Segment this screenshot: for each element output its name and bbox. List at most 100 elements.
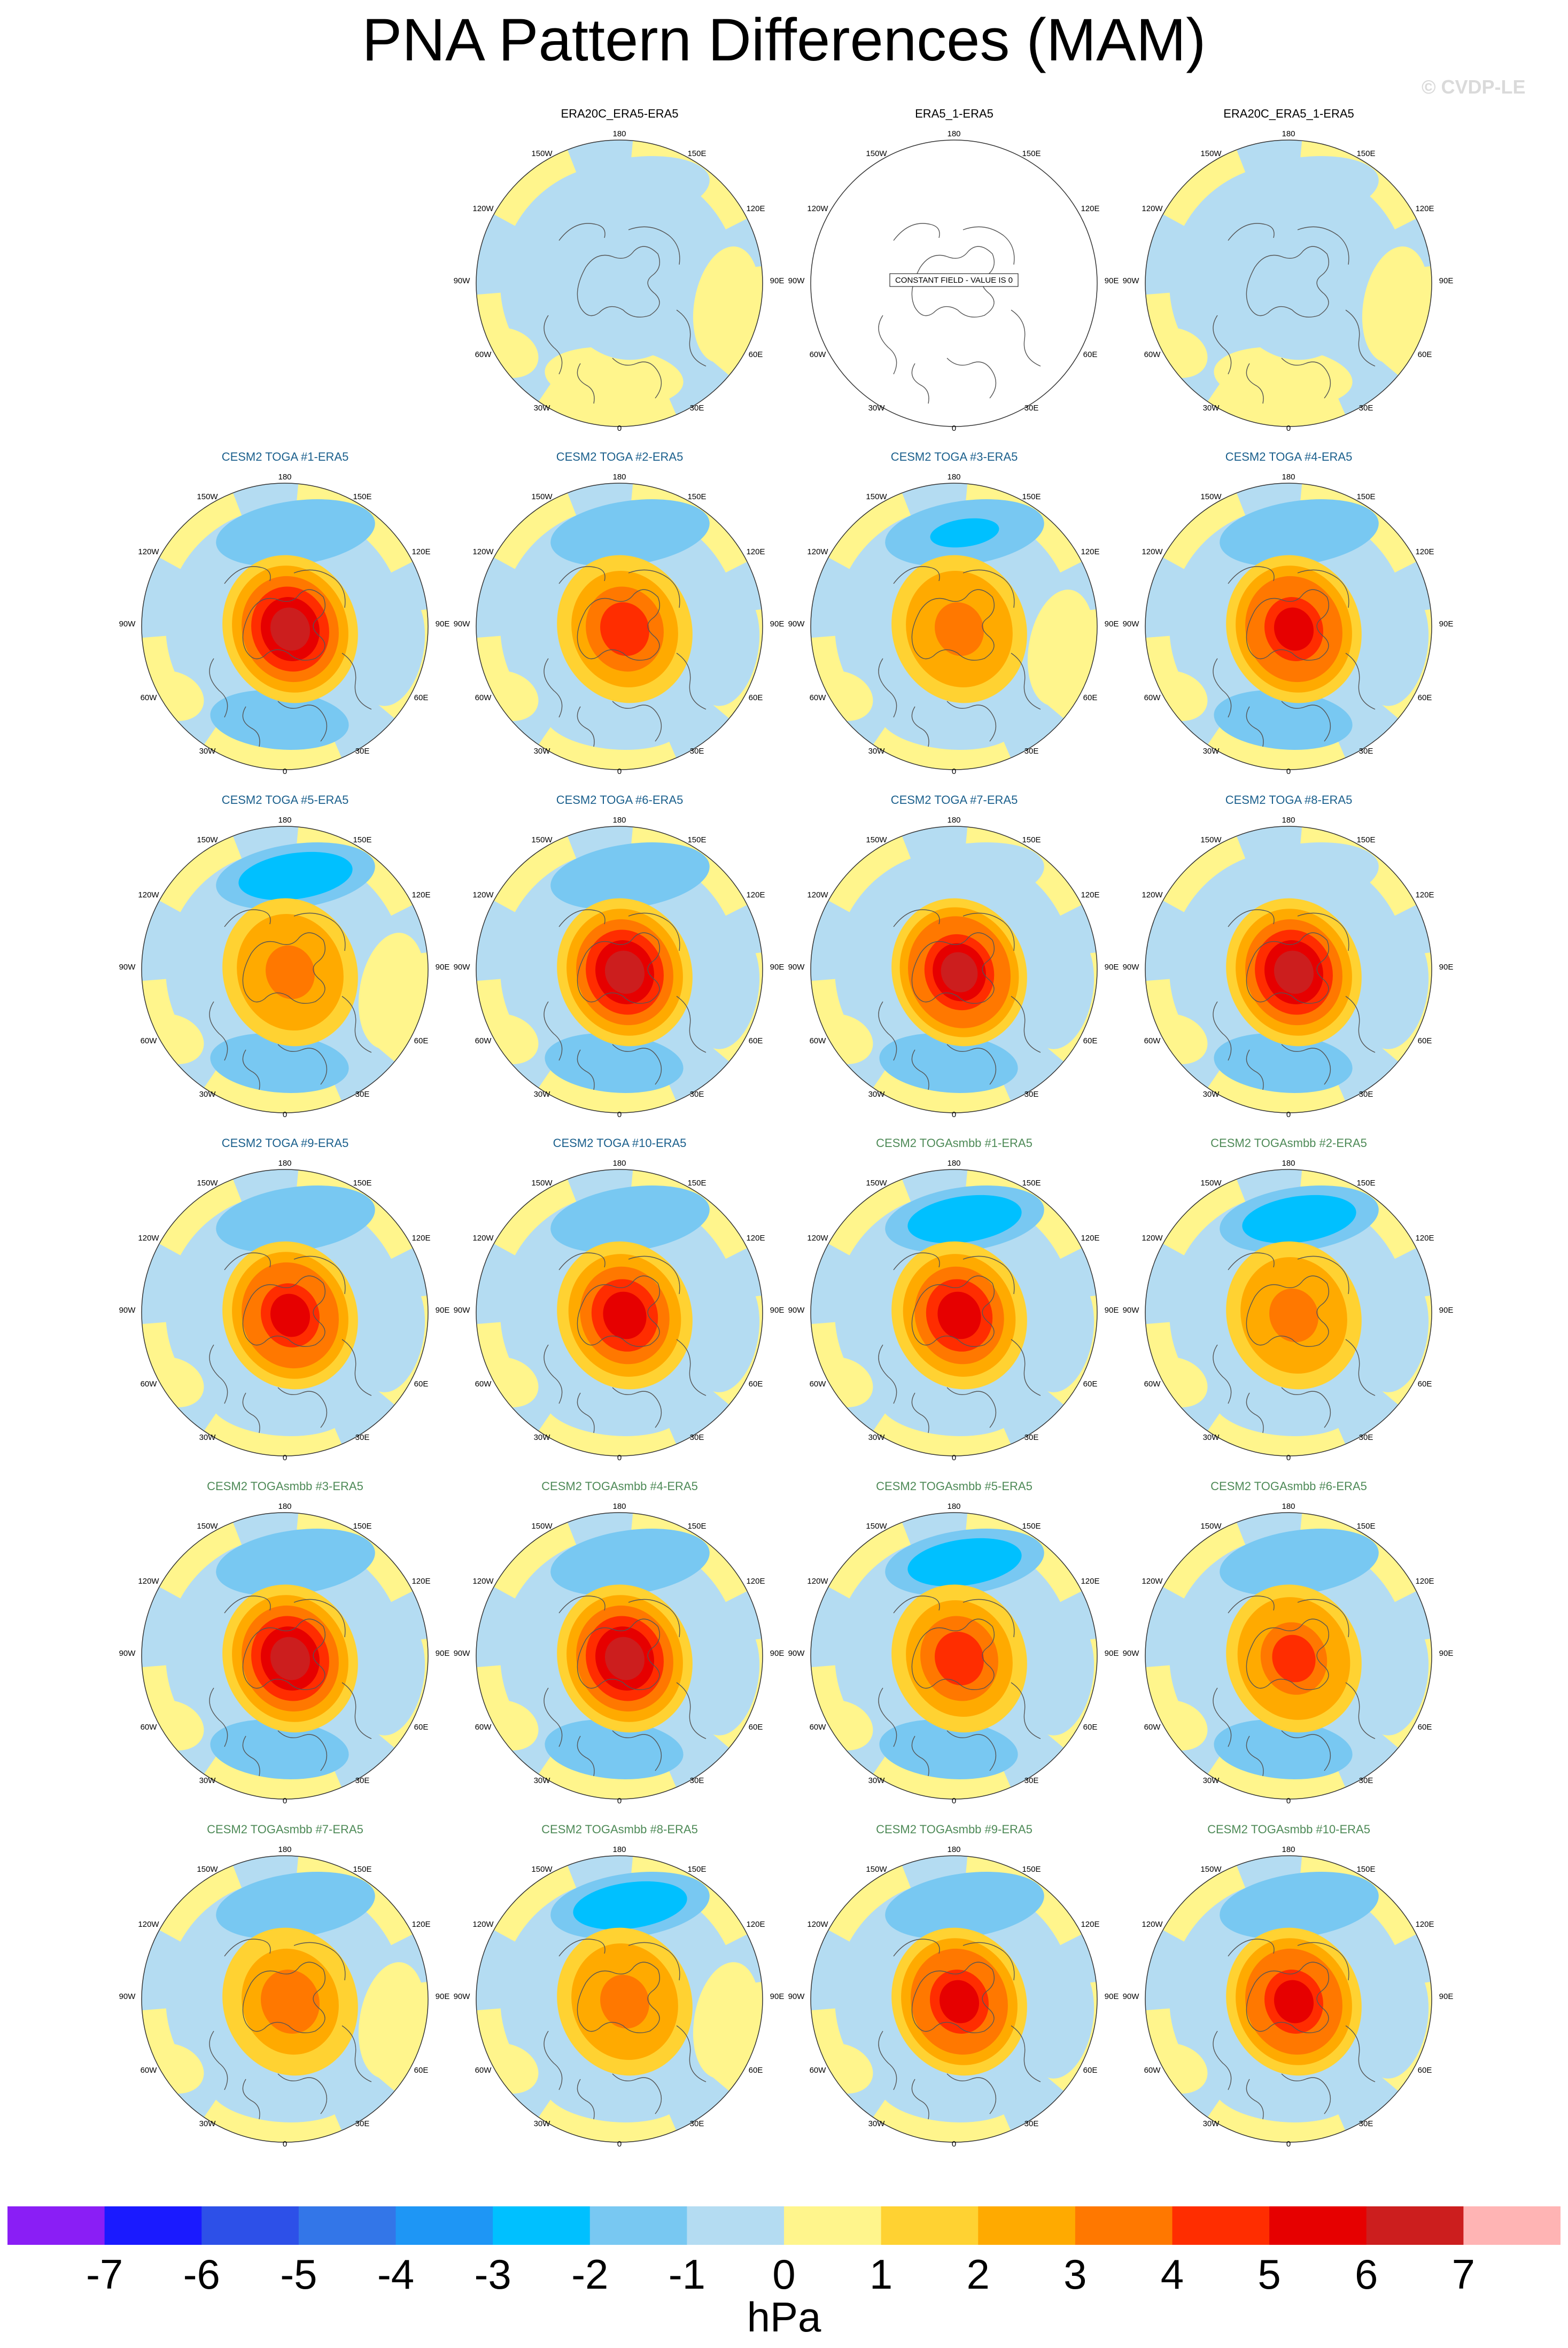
longitude-label: 150W — [1200, 1865, 1222, 1874]
coastline — [676, 1682, 707, 1739]
longitude-label: 90E — [770, 1649, 785, 1658]
longitude-label: 30W — [1203, 2119, 1220, 2128]
canada-anomaly-contour-5 — [1272, 1634, 1316, 1683]
coastline — [224, 909, 271, 927]
longitude-label: 90W — [788, 963, 805, 972]
map-boundary — [810, 1169, 1098, 1456]
eurasia-anomaly-contour-1 — [1027, 933, 1095, 1049]
north-pacific-anomaly-contour-3 — [261, 861, 330, 891]
polar-map: 180 150E 120E 90E 60E 30E 0 30W 60W 90W 120W 150W — [454, 472, 785, 776]
longitude-label: 60E — [1418, 1380, 1432, 1389]
map-boundary — [810, 1512, 1098, 1800]
longitude-label: 150E — [1356, 149, 1375, 158]
longitude-label: 60W — [1144, 350, 1161, 359]
coastline — [1246, 1275, 1329, 1347]
longitude-label: 90E — [436, 1992, 450, 2001]
panel-title: CESM2 TOGA #5-ERA5 — [221, 793, 349, 807]
map-panel: CESM2 TOGAsmbb #7-ERA5 180 150E 120E 90E 60E 3… — [118, 1823, 453, 2149]
coastline — [1345, 996, 1376, 1053]
longitude-label: 0 — [1286, 2140, 1291, 2149]
longitude-label: 0 — [283, 1110, 287, 1119]
longitude-label: 90W — [454, 619, 471, 629]
coastline — [1281, 1387, 1331, 1428]
longitude-label: 90E — [770, 1306, 785, 1315]
coastline — [1011, 2025, 1041, 2082]
eurasia-anomaly-contour-1 — [1362, 246, 1429, 363]
coastline — [544, 1344, 563, 1404]
atlantic-anomaly-contour-1 — [545, 690, 684, 750]
longitude-label: 180 — [947, 1502, 960, 1511]
longitude-label: 120E — [746, 1234, 765, 1243]
coastline — [341, 2025, 372, 2082]
longitude-label: 180 — [278, 1845, 291, 1854]
coastline — [1246, 363, 1264, 404]
longitude-label: 30E — [1359, 404, 1373, 413]
longitude-label: 180 — [612, 129, 626, 138]
longitude-label: 120E — [746, 1920, 765, 1929]
north-pacific-anomaly-contour-2 — [919, 1886, 1011, 1925]
colorbar-box — [881, 2206, 979, 2245]
map-panel: ERA20C_ERA5_1-ERA5 180 150E 120E 90E 60E 30E 0 3… — [1121, 107, 1456, 433]
longitude-label: 120E — [412, 1234, 430, 1243]
eurasia-anomaly-contour-1 — [693, 1276, 760, 1392]
coastline — [893, 1939, 940, 1957]
longitude-label: 180 — [947, 1159, 960, 1168]
longitude-label: 30E — [690, 404, 704, 413]
longitude-label: 30E — [690, 2119, 704, 2128]
longitude-label: 180 — [1282, 1845, 1295, 1854]
panel-title: ERA5_1-ERA5 — [915, 107, 993, 120]
longitude-label: 150E — [687, 492, 706, 501]
longitude-label: 90E — [436, 963, 450, 972]
coastline — [946, 1387, 997, 1428]
map-boundary — [141, 1855, 429, 2143]
coastline — [1297, 569, 1349, 608]
canada-anomaly-contour-6 — [1274, 607, 1314, 651]
colorbar-box — [1075, 2206, 1173, 2245]
coastline — [577, 1392, 595, 1433]
longitude-label: 180 — [1282, 472, 1295, 482]
longitude-label: 30W — [534, 1433, 551, 1442]
atlantic-anomaly-contour-1 — [545, 347, 684, 407]
longitude-label: 90E — [1105, 619, 1119, 629]
coastline — [946, 1044, 997, 1085]
longitude-label: 60E — [1418, 693, 1432, 702]
longitude-label: 30W — [868, 747, 886, 756]
coastline — [1297, 912, 1349, 951]
coastline — [577, 1735, 595, 1777]
colorbar-tick-label: 2 — [966, 2251, 990, 2298]
longitude-label: 180 — [947, 1845, 960, 1854]
map-boundary — [141, 483, 429, 770]
colorbar-tick-label: 4 — [1160, 2251, 1184, 2298]
north-pacific-anomaly-contour-2 — [1253, 513, 1345, 553]
longitude-label: 0 — [617, 1796, 622, 1805]
longitude-label: 60E — [749, 1723, 763, 1732]
map-panel: CESM2 TOGAsmbb #8-ERA5 180 150E 120E 90E 60E 3… — [452, 1823, 787, 2149]
colorbar-box — [589, 2206, 687, 2245]
longitude-label: 150E — [353, 835, 371, 844]
colorbar-tick-label: 3 — [1064, 2251, 1087, 2298]
longitude-label: 0 — [617, 2140, 622, 2149]
coastline — [612, 701, 662, 742]
polar-map: 180 150E 120E 90E 60E 30E 0 30W 60W 90W 120W 150W — [1123, 472, 1454, 776]
longitude-label: 150E — [1356, 1865, 1375, 1874]
longitude-label: 90E — [770, 1992, 785, 2001]
eurasia-anomaly-contour-1 — [1362, 1962, 1429, 2079]
coastline — [544, 658, 563, 718]
longitude-label: 30E — [355, 2119, 370, 2128]
coastline — [224, 1252, 271, 1270]
canada-anomaly-contour-6 — [270, 1293, 311, 1337]
longitude-label: 30W — [868, 1776, 886, 1785]
longitude-label: 90E — [1105, 1992, 1119, 2001]
longitude-label: 90W — [454, 963, 471, 972]
north-pacific-anomaly-contour-3 — [930, 1547, 999, 1577]
coastline — [577, 1275, 660, 1347]
north-pacific-anomaly-contour-3 — [1264, 1204, 1334, 1234]
atlantic-anomaly-contour-2 — [239, 1045, 320, 1081]
canada-anomaly-contour-4 — [600, 1974, 649, 2029]
longitude-label: 30W — [534, 747, 551, 756]
longitude-label: 120E — [1081, 1234, 1099, 1243]
north-pacific-anomaly-contour-2 — [584, 856, 676, 896]
colorbar-box — [493, 2206, 591, 2245]
longitude-label: 90W — [1123, 276, 1140, 285]
coastline — [878, 1344, 897, 1404]
